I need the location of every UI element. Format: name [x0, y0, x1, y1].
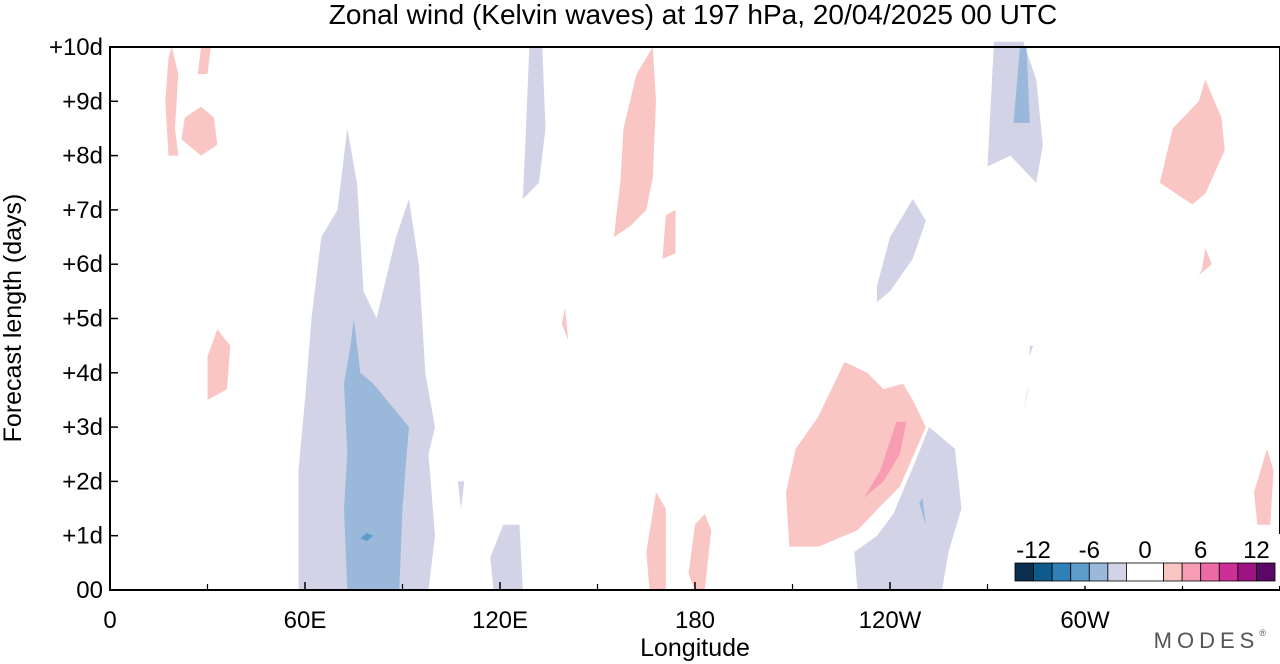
y-tick-label: +5d	[62, 306, 103, 333]
westerly-region-14	[181, 106, 218, 156]
colorbar-bin	[1033, 562, 1053, 582]
colorbar-tick-label: 12	[1243, 537, 1270, 564]
westerly-region-25	[1254, 448, 1274, 525]
y-tick-label: +1d	[62, 523, 103, 550]
x-tick-label: 60W	[1060, 607, 1110, 634]
y-axis-label: Forecast length (days)	[0, 194, 27, 443]
colorbar-bin	[1181, 562, 1202, 582]
colorbar-bin	[1256, 562, 1276, 582]
easterly-region-7	[919, 497, 926, 525]
easterly-region-4	[522, 47, 546, 199]
y-tick-label: +2d	[62, 468, 103, 495]
easterly-region-10	[1013, 47, 1030, 123]
y-tick-label: +4d	[62, 360, 103, 387]
easterly-region-11	[1029, 345, 1033, 357]
colorbar: -12 -6 0 6 12	[1010, 534, 1280, 586]
easterly-region-2	[360, 533, 374, 542]
y-tick-label: +7d	[62, 197, 103, 224]
easterly-region-3	[490, 524, 523, 590]
y-axis: 00 +1d +2d +3d +4d +5d +6d +7d +8d +9d +10d	[49, 34, 118, 604]
easterly-region-5	[457, 481, 465, 509]
plot-area	[165, 41, 1274, 590]
colorbar-bin	[1070, 562, 1090, 582]
modes-logo: MODES®	[1153, 628, 1266, 653]
colorbar-tick-label: -6	[1079, 537, 1100, 564]
x-tick-label: 0	[103, 607, 116, 634]
colorbar-tick-label: -12	[1016, 537, 1051, 564]
easterly-region-8	[877, 199, 926, 303]
easterly-region-6	[854, 427, 962, 590]
westerly-region-16	[207, 329, 231, 400]
x-axis-label: Longitude	[640, 634, 750, 662]
x-tick-label: 60E	[284, 607, 327, 634]
y-tick-label: +8d	[62, 143, 103, 170]
easterly-region-12	[1023, 383, 1030, 411]
colorbar-bin	[1051, 562, 1072, 582]
westerly-region-18	[662, 209, 676, 259]
y-tick-label: 00	[76, 577, 103, 604]
x-tick-label: 120E	[472, 607, 528, 634]
plot-frame	[109, 46, 1280, 591]
colorbar-tick-label: 6	[1194, 537, 1207, 564]
x-tick-label: 180	[675, 607, 715, 634]
chart-title: Zonal wind (Kelvin waves) at 197 hPa, 20…	[329, 0, 1057, 30]
y-tick-label: +6d	[62, 251, 103, 278]
westerly-region-19	[646, 492, 666, 590]
westerly-region-24	[1198, 247, 1212, 276]
westerly-region-27	[561, 307, 569, 341]
westerly-region-15	[197, 47, 211, 75]
westerly-region-13	[165, 47, 179, 156]
westerly-region-22	[864, 421, 907, 498]
x-tick-label: 120W	[859, 607, 922, 634]
colorbar-bin	[1163, 562, 1183, 582]
colorbar-bin	[1014, 562, 1034, 582]
x-axis: 0 60E 120E 180 120W 60W	[103, 582, 1184, 634]
colorbar-bin	[1237, 562, 1257, 582]
colorbar-bin	[1200, 562, 1220, 582]
y-tick-label: +3d	[62, 414, 103, 441]
westerly-region-17	[613, 47, 656, 238]
y-tick-label: +9d	[62, 88, 103, 115]
y-tick-label: +10d	[49, 34, 103, 61]
colorbar-bin	[1218, 562, 1239, 582]
colorbar-bin	[1088, 562, 1109, 582]
westerly-region-20	[688, 514, 712, 590]
colorbar-tick-label: 0	[1138, 537, 1151, 564]
colorbar-bin	[1126, 562, 1164, 582]
westerly-region-23	[1159, 79, 1225, 205]
westerly-region-21	[786, 361, 926, 547]
easterly-region-1	[344, 318, 409, 590]
colorbar-bin	[1107, 562, 1127, 582]
